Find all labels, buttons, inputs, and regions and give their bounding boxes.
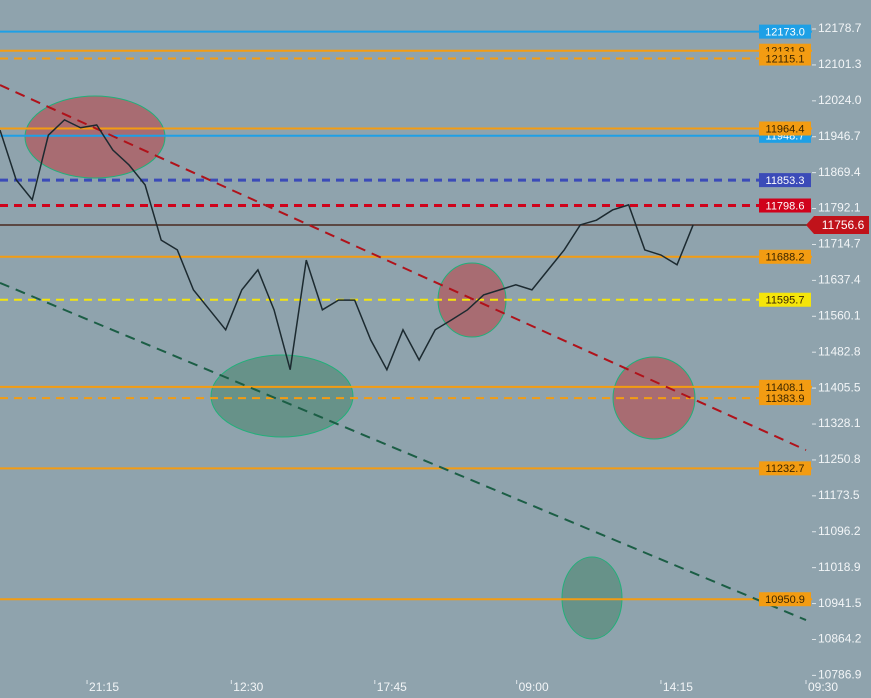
y-tick-label: 12178.7 (818, 21, 862, 35)
x-tick-label: 12:30 (233, 680, 263, 694)
y-tick-label: 11869.4 (818, 165, 861, 179)
x-tick-label: 09:00 (519, 680, 549, 694)
y-tick-label: 11250.8 (818, 452, 861, 466)
level-label-box (759, 391, 811, 406)
level-label-box (759, 173, 811, 188)
current-price-badge (806, 216, 869, 235)
level-label-box (759, 461, 811, 476)
y-tick-label: 12101.3 (818, 57, 862, 71)
level-label: 11383.9 (766, 393, 805, 405)
zone (561, 556, 623, 640)
y-tick-label: 11792.1 (818, 201, 861, 215)
level-label-box (759, 51, 811, 66)
zone (612, 356, 696, 440)
y-tick-label: 12024.0 (818, 93, 862, 107)
y-tick-label: 11637.4 (818, 273, 861, 287)
y-tick-label: 11328.1 (818, 416, 861, 430)
level-label: 12115.1 (766, 53, 805, 65)
level-label: 11688.2 (766, 252, 805, 264)
price-line (0, 118, 694, 372)
trendline (0, 84, 807, 451)
level-label-box (759, 379, 811, 394)
zone (210, 354, 354, 438)
level-label-box (759, 249, 811, 264)
level-label: 11408.1 (766, 382, 805, 394)
y-tick-label: 10941.5 (818, 596, 862, 610)
level-label: 11853.3 (766, 175, 805, 187)
y-tick-label: 10786.9 (818, 668, 862, 682)
level-label-box (759, 24, 811, 39)
level-label: 12173.0 (765, 27, 805, 39)
level-label: 11595.7 (766, 295, 805, 307)
level-label: 11964.4 (766, 123, 805, 135)
trendline (0, 281, 807, 621)
y-tick-label: 11946.7 (818, 129, 861, 143)
x-tick-label: 14:15 (663, 680, 693, 694)
y-tick-label: 11482.8 (818, 344, 861, 358)
current-price-label: 11756.6 (822, 218, 865, 232)
level-label: 10950.9 (765, 594, 805, 606)
y-tick-label: 11405.5 (818, 380, 861, 394)
x-tick-label: 17:45 (377, 680, 407, 694)
y-tick-label: 11560.1 (818, 308, 861, 322)
x-tick-label: 09:30 (808, 680, 838, 694)
y-tick-label: 11096.2 (818, 524, 861, 538)
level-label-box (759, 198, 811, 213)
y-tick-label: 11173.5 (818, 488, 860, 502)
y-tick-label: 11714.7 (818, 237, 861, 251)
level-label-box (759, 292, 811, 307)
x-tick-label: 21:15 (89, 680, 119, 694)
zone (24, 95, 166, 179)
level-label: 11232.7 (766, 463, 805, 475)
level-label-box (759, 592, 811, 607)
y-tick-label: 10864.2 (818, 632, 862, 646)
level-label-box (759, 121, 811, 136)
level-label: 11798.6 (766, 200, 805, 212)
y-tick-label: 11018.9 (818, 560, 861, 574)
